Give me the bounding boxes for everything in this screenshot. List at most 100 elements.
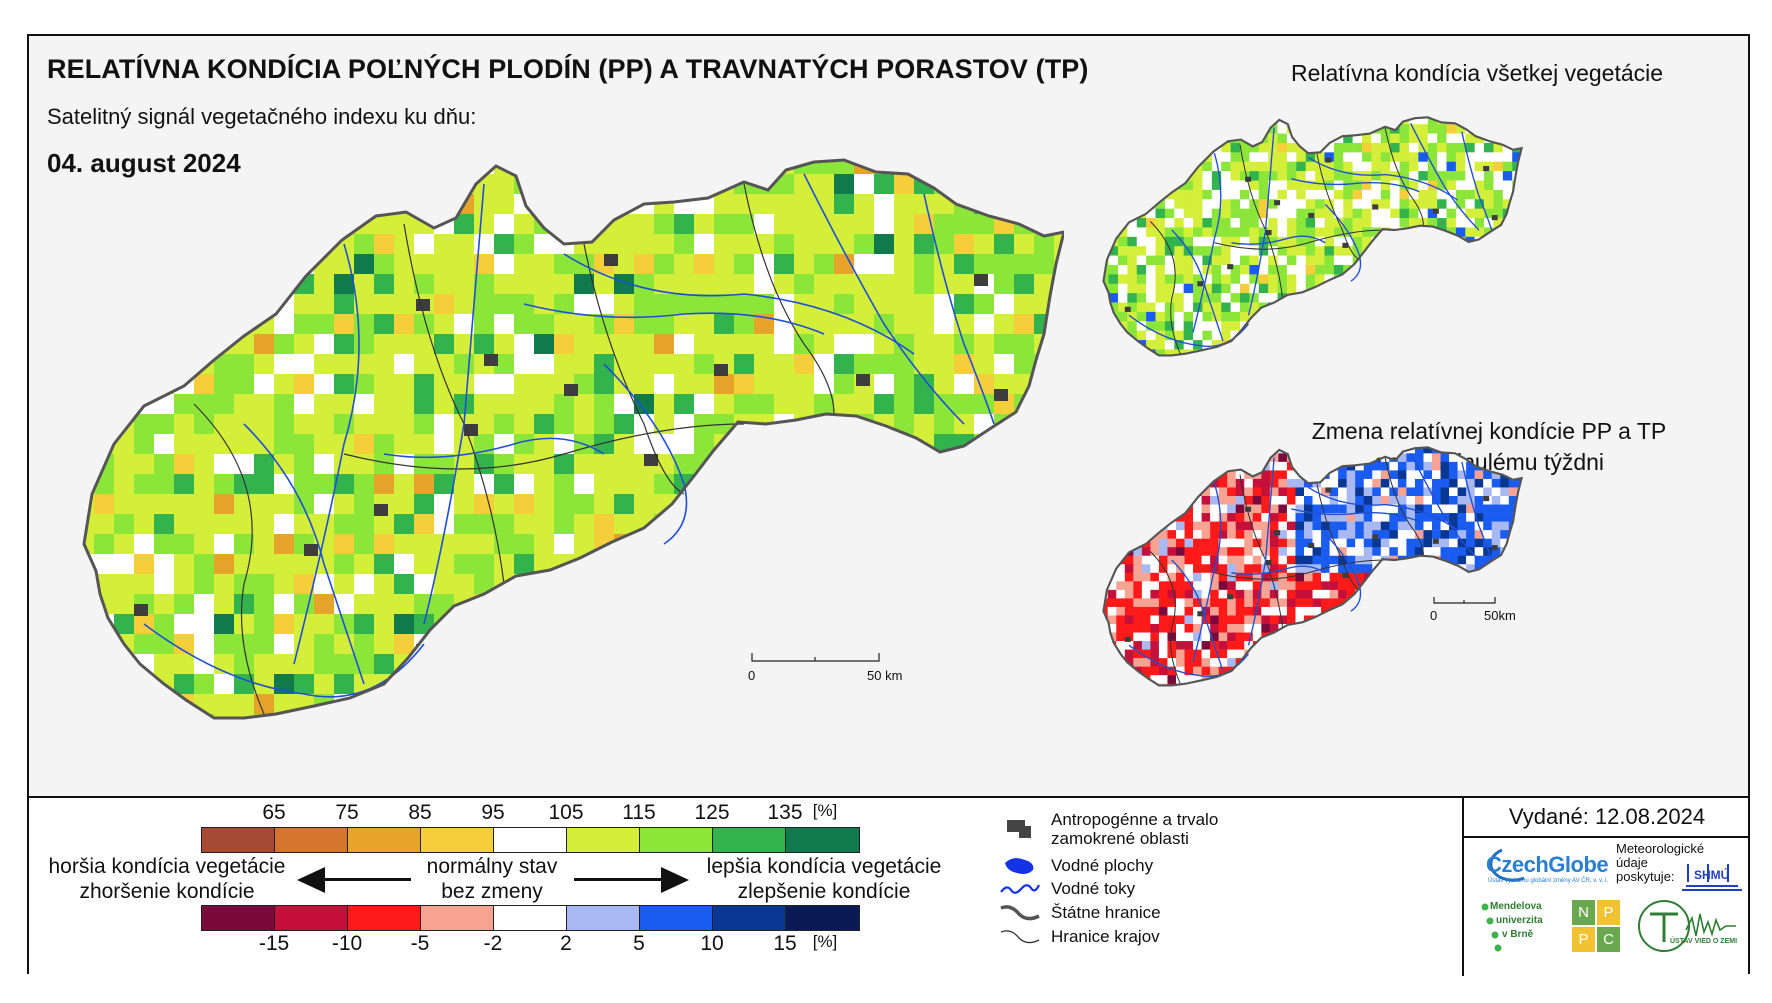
map-pixel xyxy=(1406,487,1416,497)
map-pixel xyxy=(1295,581,1305,591)
map-pixel xyxy=(1355,453,1364,463)
change-map-scale-bar xyxy=(1433,597,1496,604)
map-pixel xyxy=(1150,496,1160,505)
map-pixel xyxy=(1432,641,1441,650)
map-pixel xyxy=(1304,447,1313,454)
map-pixel xyxy=(1312,589,1322,599)
map-pixel xyxy=(1446,218,1457,228)
map-pixel xyxy=(1124,470,1134,480)
map-pixel xyxy=(1493,255,1504,266)
map-pixel xyxy=(1397,606,1407,616)
map-pixel xyxy=(1321,666,1330,676)
map-pixel xyxy=(1305,218,1316,228)
map-pixel xyxy=(94,294,115,315)
map-pixel xyxy=(1269,538,1279,548)
map-pixel xyxy=(1107,538,1117,548)
map-pixel xyxy=(1432,564,1441,574)
map-pixel xyxy=(1427,142,1438,153)
map-pixel xyxy=(1371,246,1382,256)
urban-area xyxy=(1483,496,1490,502)
map-pixel xyxy=(1418,255,1428,266)
map-pixel xyxy=(94,494,115,515)
map-pixel xyxy=(1449,658,1458,667)
map-pixel xyxy=(1133,606,1143,616)
map-pixel xyxy=(1116,589,1126,599)
map-pixel xyxy=(1278,453,1288,463)
map-pixel xyxy=(1493,283,1504,294)
map-pixel xyxy=(1127,189,1138,200)
map-pixel xyxy=(454,654,475,675)
map-pixel xyxy=(1440,624,1450,633)
map-pixel xyxy=(1221,283,1231,294)
map-pixel xyxy=(1150,487,1160,497)
map-pixel xyxy=(234,160,255,175)
map-pixel xyxy=(1390,274,1400,285)
map-pixel xyxy=(1329,530,1339,539)
map-pixel xyxy=(1362,152,1372,162)
map-pixel xyxy=(1500,581,1510,591)
map-pixel xyxy=(1201,461,1211,471)
map-pixel xyxy=(474,714,495,718)
map-pixel xyxy=(1269,521,1279,531)
map-pixel xyxy=(354,294,375,315)
map-pixel xyxy=(1362,208,1372,219)
map-pixel xyxy=(1221,171,1231,181)
map-pixel xyxy=(1502,124,1513,134)
map-pixel xyxy=(154,474,175,495)
map-pixel xyxy=(974,674,995,695)
map-pixel xyxy=(1491,478,1501,488)
map-pixel xyxy=(1277,321,1288,331)
map-pixel xyxy=(494,174,515,195)
map-pixel xyxy=(1380,293,1391,303)
map-pixel xyxy=(374,614,395,635)
map-pixel xyxy=(574,534,595,555)
map-pixel xyxy=(1329,555,1339,565)
map-pixel xyxy=(1014,314,1035,335)
nppc-c: C xyxy=(1597,927,1620,952)
map-pixel xyxy=(1183,161,1194,172)
map-pixel xyxy=(634,574,655,595)
map-pixel xyxy=(754,574,775,595)
map-pixel xyxy=(794,514,815,535)
map-pixel xyxy=(1380,236,1391,247)
map-pixel xyxy=(1174,293,1184,303)
map-pixel xyxy=(1158,513,1168,522)
map-pixel xyxy=(1427,302,1438,313)
map-pixel xyxy=(1286,606,1296,616)
map-pixel xyxy=(414,534,435,555)
map-pixel xyxy=(1286,199,1297,209)
map-pixel xyxy=(1455,124,1466,134)
map-pixel xyxy=(1508,641,1518,650)
map-pixel xyxy=(1414,641,1424,650)
map-pixel xyxy=(1155,274,1166,285)
map-pixel xyxy=(1380,218,1391,228)
map-pixel xyxy=(1124,555,1134,565)
map-pixel xyxy=(1399,218,1410,228)
map-pixel xyxy=(94,214,115,235)
map-pixel xyxy=(514,274,535,295)
map-pixel xyxy=(1268,218,1278,228)
map-pixel xyxy=(254,674,275,695)
map-pixel xyxy=(1183,302,1194,313)
map-pixel xyxy=(514,394,535,415)
map-pixel xyxy=(1183,152,1194,162)
map-pixel xyxy=(1500,521,1510,531)
map-pixel xyxy=(834,234,855,255)
map-pixel xyxy=(1457,461,1467,471)
map-pixel xyxy=(94,314,115,335)
map-pixel xyxy=(1201,666,1211,676)
map-pixel xyxy=(414,554,435,575)
map-pixel xyxy=(1418,124,1428,134)
map-pixel xyxy=(1193,658,1202,667)
map-pixel xyxy=(1150,461,1160,471)
map-pixel xyxy=(1371,133,1382,144)
map-pixel xyxy=(1176,496,1185,505)
map-pixel xyxy=(134,194,155,215)
map-pixel xyxy=(1221,330,1231,341)
map-pixel xyxy=(1315,133,1325,144)
map-pixel xyxy=(1484,117,1494,125)
map-pixel xyxy=(1155,330,1166,341)
map-pixel xyxy=(1512,246,1522,256)
map-pixel xyxy=(1116,470,1126,480)
map-pixel xyxy=(1227,606,1236,616)
